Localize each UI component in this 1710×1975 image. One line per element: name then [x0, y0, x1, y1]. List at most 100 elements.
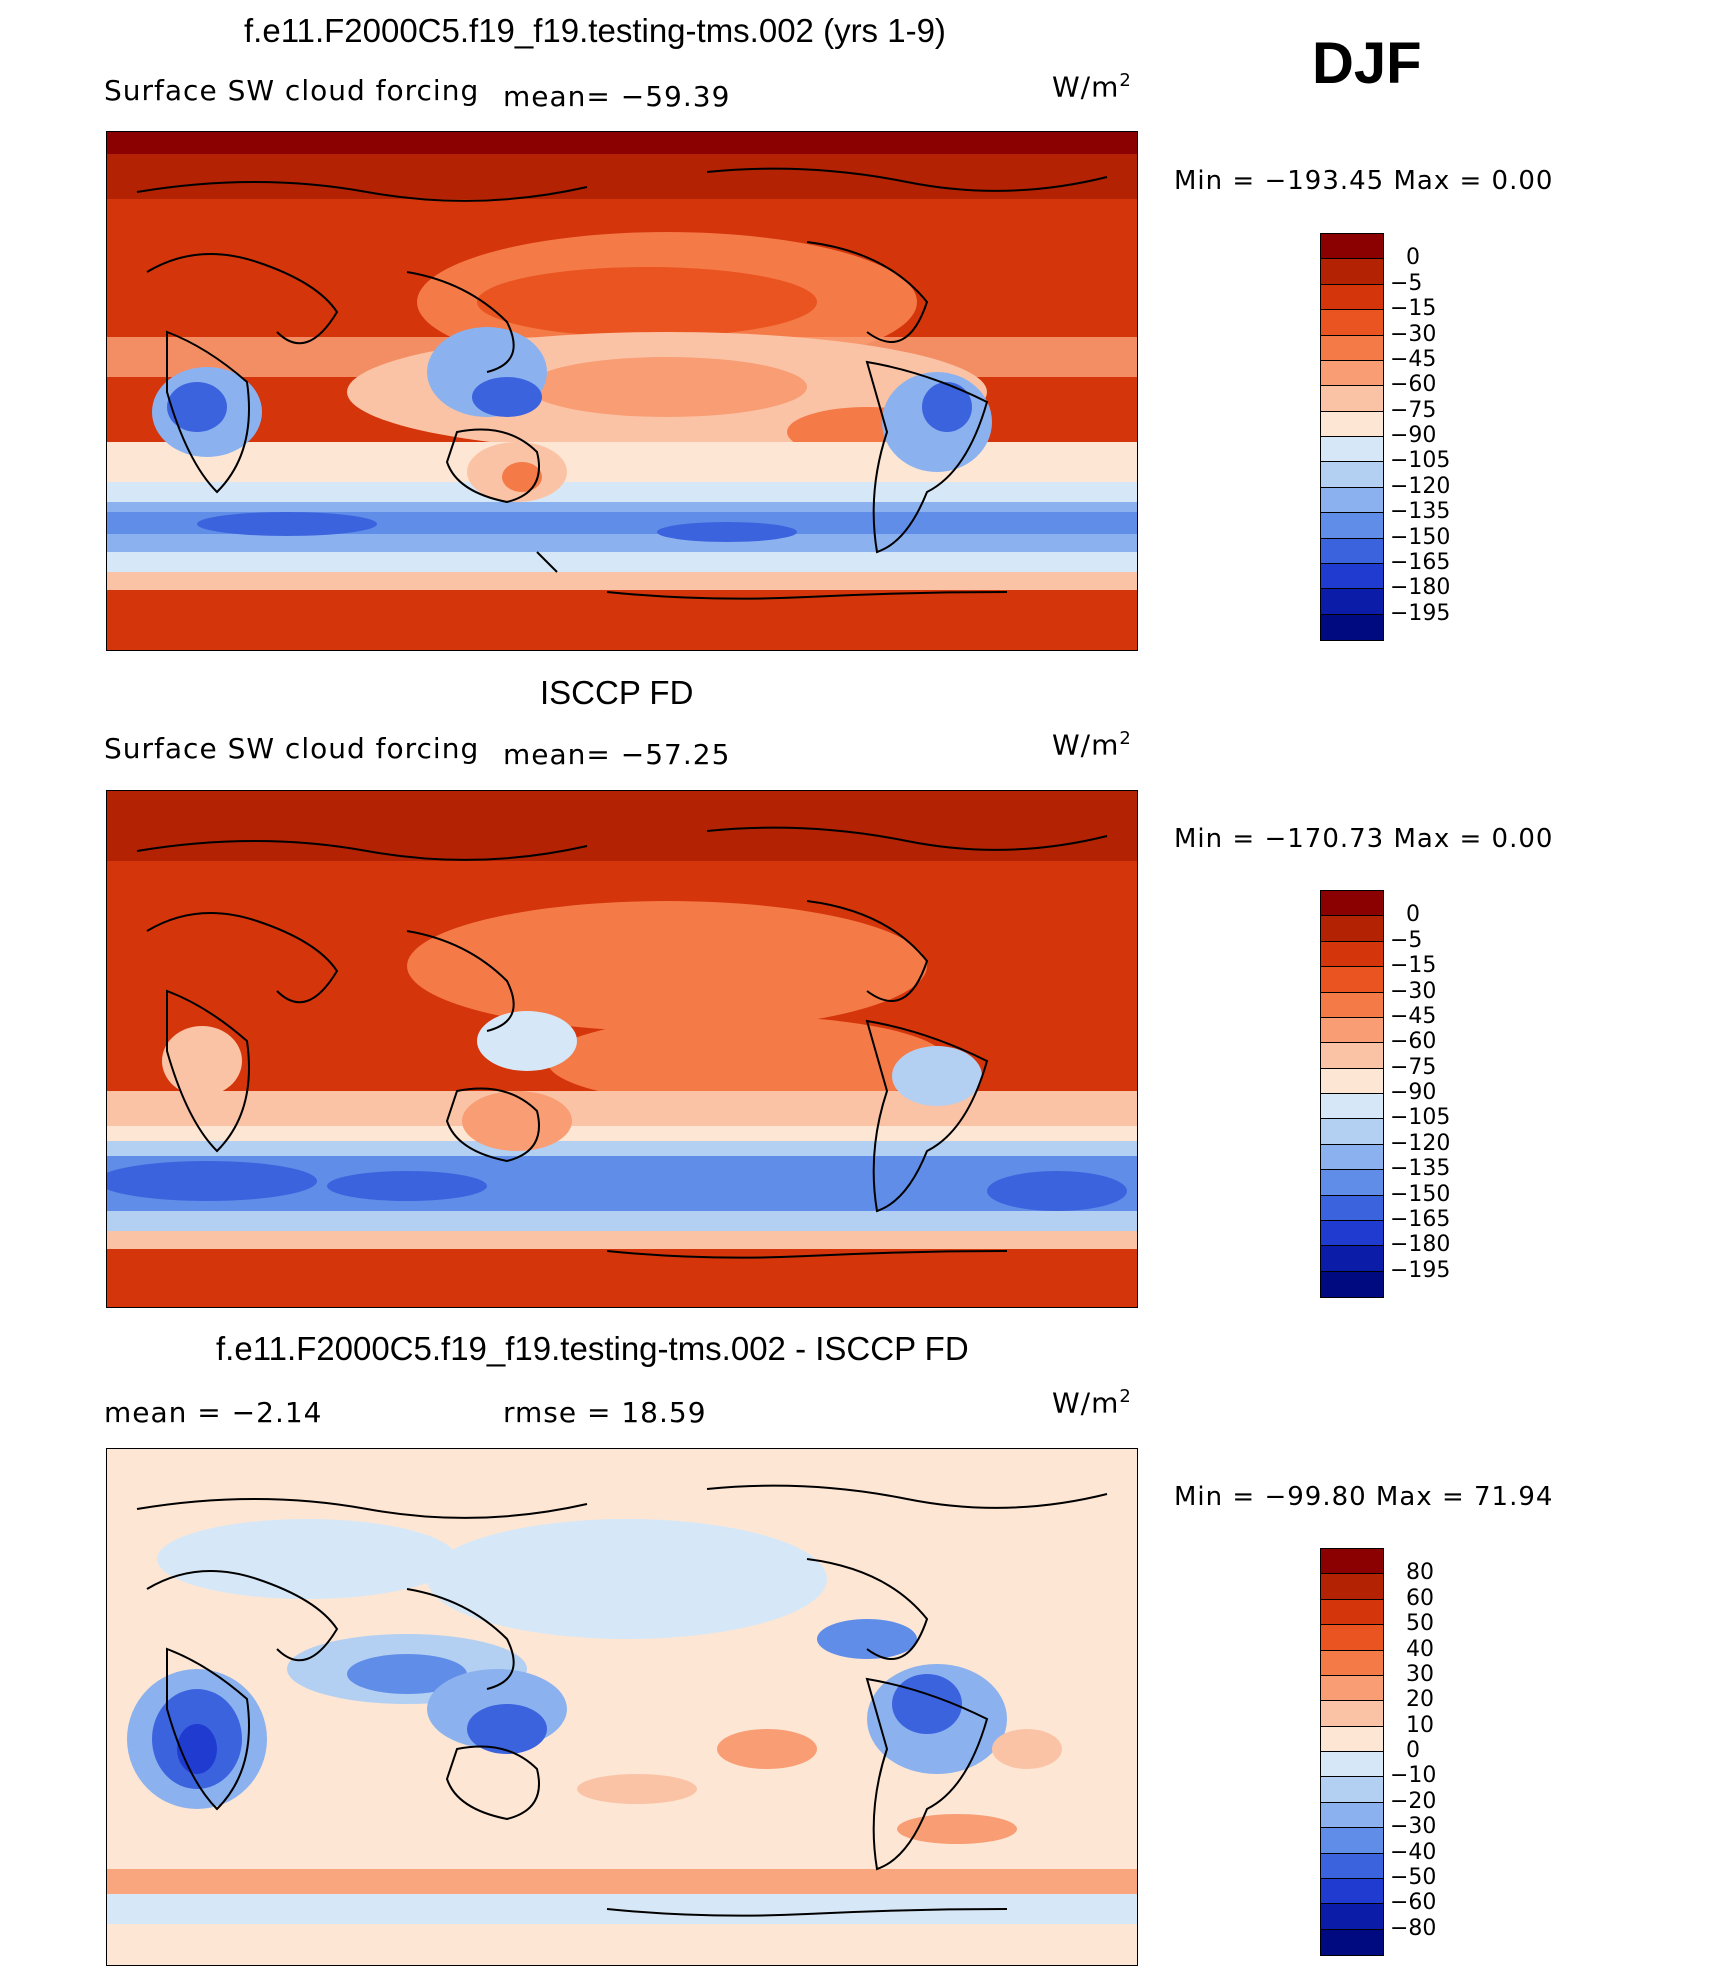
colorbar-tick-label: −75 — [1390, 397, 1437, 423]
colorbar-segment — [1321, 538, 1383, 564]
colorbar-tick-label: −105 — [1390, 1105, 1451, 1131]
colorbar-segment — [1321, 563, 1383, 590]
colorbar-tick-label: −30 — [1390, 321, 1437, 347]
colorbar-segment — [1321, 1777, 1383, 1803]
colorbar-segment — [1321, 1144, 1383, 1171]
colorbar-segment — [1321, 1726, 1383, 1752]
panel-1-title: f.e11.F2000C5.f19_f19.testing-tms.002 (y… — [244, 12, 946, 49]
colorbar-segment — [1321, 941, 1383, 968]
panel-3-units: W/m2 — [1052, 1386, 1132, 1420]
colorbar-tick-label: −30 — [1390, 1814, 1437, 1840]
colorbar-segment — [1321, 1625, 1383, 1651]
colorbar-tick-label: −45 — [1390, 346, 1437, 372]
panel-1-map — [106, 131, 1138, 651]
colorbar-segment — [1321, 1119, 1383, 1145]
colorbar-tick-label: −5 — [1390, 270, 1423, 296]
colorbar-segment — [1321, 437, 1383, 463]
panel-2-title: ISCCP FD — [540, 674, 694, 711]
colorbar-segment — [1321, 1246, 1383, 1272]
colorbar-segment — [1321, 967, 1383, 993]
panel-1-units: W/m2 — [1052, 70, 1132, 104]
colorbar-tick-label: −150 — [1390, 524, 1451, 550]
colorbar-segment — [1321, 1170, 1383, 1196]
colorbar-segment — [1321, 462, 1383, 488]
panel-1-minmax: Min = −193.45 Max = 0.00 — [1174, 166, 1554, 196]
colorbar-tick-label: 20 — [1406, 1687, 1434, 1713]
colorbar-tick-label: −10 — [1390, 1763, 1437, 1789]
panel-3-mean: mean = −2.14 — [104, 1396, 323, 1429]
colorbar-tick-label: −195 — [1390, 1257, 1451, 1283]
colorbar-segment — [1321, 310, 1383, 336]
panel-2-mean: mean= −57.25 — [503, 738, 731, 771]
colorbar-segment — [1321, 386, 1383, 412]
colorbar-tick-label: −45 — [1390, 1003, 1437, 1029]
colorbar-segment — [1321, 1853, 1383, 1879]
panel-3-minmax: Min = −99.80 Max = 71.94 — [1174, 1482, 1554, 1512]
colorbar-tick-label: −120 — [1390, 473, 1451, 499]
colorbar-segment — [1321, 1929, 1383, 1955]
colorbar-segment — [1321, 1675, 1383, 1702]
colorbar-segment — [1321, 1802, 1383, 1829]
colorbar-tick-label: −80 — [1390, 1915, 1437, 1941]
colorbar-tick-label: −90 — [1390, 423, 1437, 448]
panel-3-colorbar — [1320, 1548, 1384, 1956]
colorbar-segment — [1321, 1752, 1383, 1778]
colorbar-tick-label: −165 — [1390, 549, 1451, 575]
panel-1-mean: mean= −59.39 — [503, 80, 731, 113]
colorbar-tick-label: −150 — [1390, 1181, 1451, 1207]
panel-1-colorbar — [1320, 233, 1384, 641]
colorbar-tick-label: 0 — [1406, 245, 1420, 271]
colorbar-tick-label: −75 — [1390, 1054, 1437, 1080]
colorbar-segment — [1321, 614, 1383, 640]
colorbar-tick-label: 30 — [1406, 1661, 1434, 1687]
colorbar-segment — [1321, 284, 1383, 311]
colorbar-segment — [1321, 1017, 1383, 1044]
colorbar-segment — [1321, 1878, 1383, 1905]
colorbar-segment — [1321, 1574, 1383, 1600]
season-label: DJF — [1312, 31, 1422, 96]
colorbar-tick-label: −5 — [1390, 927, 1423, 953]
colorbar-tick-label: 0 — [1406, 902, 1420, 928]
colorbar-tick-label: −165 — [1390, 1206, 1451, 1232]
colorbar-segment — [1321, 360, 1383, 387]
colorbar-segment — [1321, 234, 1383, 260]
colorbar-segment — [1321, 487, 1383, 514]
colorbar-tick-label: −180 — [1390, 575, 1451, 601]
colorbar-segment — [1321, 891, 1383, 917]
colorbar-segment — [1321, 1195, 1383, 1221]
colorbar-tick-label: −120 — [1390, 1130, 1451, 1156]
colorbar-tick-label: −135 — [1390, 499, 1451, 525]
panel-2-units: W/m2 — [1052, 728, 1132, 762]
panel-1-variable: Surface SW cloud forcing — [104, 74, 480, 107]
colorbar-tick-label: −105 — [1390, 448, 1451, 474]
colorbar-tick-label: 10 — [1406, 1712, 1434, 1738]
colorbar-tick-label: −15 — [1390, 953, 1437, 979]
colorbar-tick-label: −40 — [1390, 1839, 1437, 1865]
panel-2-variable: Surface SW cloud forcing — [104, 732, 480, 765]
colorbar-segment — [1321, 589, 1383, 615]
colorbar-tick-label: 40 — [1406, 1636, 1434, 1662]
colorbar-tick-label: −20 — [1390, 1788, 1437, 1814]
colorbar-segment — [1321, 335, 1383, 361]
colorbar-segment — [1321, 513, 1383, 539]
colorbar-tick-label: −60 — [1390, 372, 1437, 398]
panel-2-map — [106, 790, 1138, 1308]
colorbar-tick-label: −90 — [1390, 1080, 1437, 1105]
colorbar-segment — [1321, 1068, 1383, 1094]
panel-3-rmse: rmse = 18.59 — [503, 1396, 707, 1429]
colorbar-segment — [1321, 1904, 1383, 1930]
colorbar-tick-label: −15 — [1390, 296, 1437, 322]
colorbar-segment — [1321, 992, 1383, 1018]
colorbar-segment — [1321, 1828, 1383, 1854]
colorbar-segment — [1321, 1043, 1383, 1069]
colorbar-segment — [1321, 1549, 1383, 1575]
panel-1-map-field — [107, 132, 1137, 650]
colorbar-segment — [1321, 411, 1383, 437]
panel-3-title: f.e11.F2000C5.f19_f19.testing-tms.002 - … — [216, 1330, 969, 1367]
colorbar-segment — [1321, 1701, 1383, 1727]
colorbar-tick-label: −135 — [1390, 1156, 1451, 1182]
panel-3-map — [106, 1448, 1138, 1966]
colorbar-tick-label: 50 — [1406, 1611, 1434, 1637]
colorbar-tick-label: 0 — [1406, 1738, 1420, 1763]
colorbar-tick-label: −60 — [1390, 1890, 1437, 1916]
